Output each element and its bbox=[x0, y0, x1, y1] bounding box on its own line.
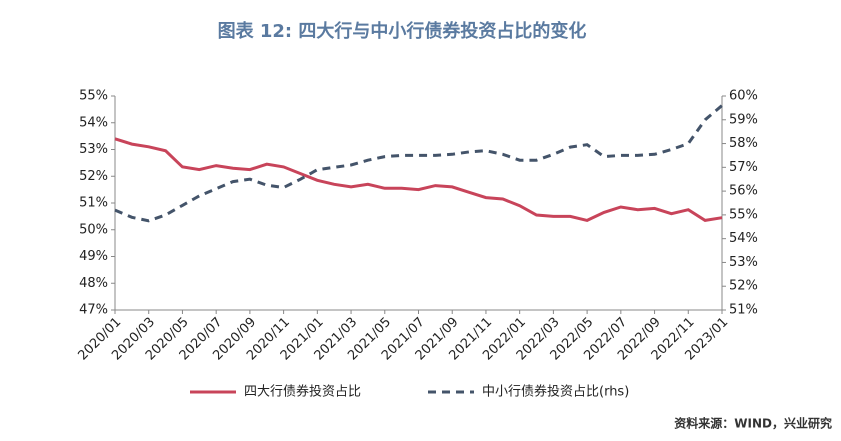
y2-tick-label: 51% bbox=[729, 303, 758, 318]
y2-tick-label: 54% bbox=[729, 231, 758, 246]
y-tick-label: 50% bbox=[79, 222, 108, 237]
y-tick-label: 52% bbox=[79, 169, 108, 184]
y-tick-label: 53% bbox=[79, 142, 108, 157]
y-tick-label: 51% bbox=[79, 196, 108, 211]
source-note: 资料来源：WIND，兴业研究 bbox=[674, 416, 832, 431]
y2-tick-label: 55% bbox=[729, 207, 758, 222]
y2-tick-label: 59% bbox=[729, 112, 758, 127]
y-tick-label: 48% bbox=[79, 276, 108, 291]
y2-tick-label: 60% bbox=[729, 89, 758, 104]
legend-label: 中小行债券投资占比(rhs) bbox=[482, 384, 629, 400]
chart-title: 图表 12: 四大行与中小行债券投资占比的变化 bbox=[218, 20, 587, 42]
series-line bbox=[114, 137, 723, 222]
y-tick-label: 47% bbox=[79, 303, 108, 318]
legend-label: 四大行债券投资占比 bbox=[244, 384, 361, 400]
y-tick-label: 54% bbox=[79, 115, 108, 130]
y2-tick-label: 58% bbox=[729, 136, 758, 151]
y2-tick-label: 52% bbox=[729, 279, 758, 294]
y-tick-label: 49% bbox=[79, 249, 108, 264]
series-line bbox=[114, 104, 723, 223]
y-tick-label: 55% bbox=[79, 89, 108, 104]
y2-tick-label: 53% bbox=[729, 255, 758, 270]
y2-tick-label: 56% bbox=[729, 184, 758, 199]
y2-tick-label: 57% bbox=[729, 160, 758, 175]
